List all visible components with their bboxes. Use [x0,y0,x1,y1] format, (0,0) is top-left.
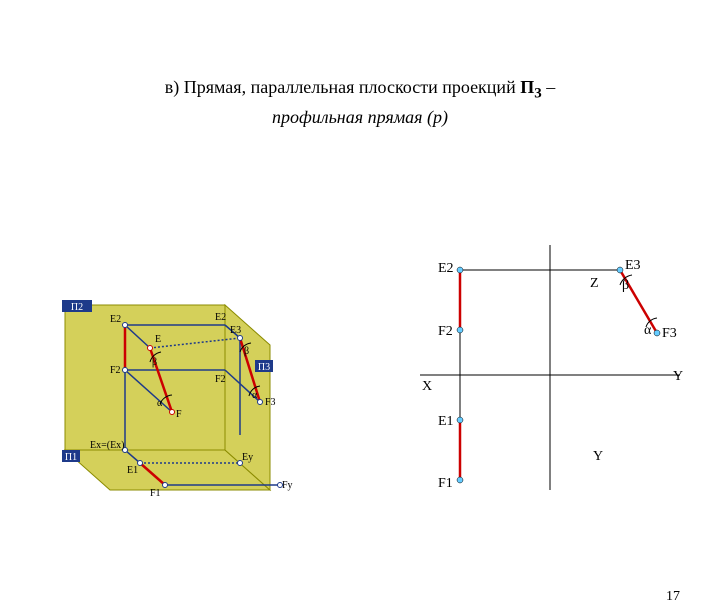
lbl2-F2: F2 [438,324,453,339]
lbl-F: F [176,409,182,420]
lbl-Fy: Fy [282,480,293,491]
page-number: 17 [666,589,680,605]
right-2d-diagram: E2 E3 F2 F3 E1 F1 X Y Z Y α β [395,245,695,505]
lbl-alpha1: α [157,398,163,409]
lbl-beta1: β [152,357,157,368]
lbl-Ex: Ex=(Ex) [90,440,125,451]
lbl-Ey: Ey [242,452,253,463]
lbl2-alpha: α [644,323,652,338]
lbl-F1: F1 [150,488,161,499]
lbl2-Z: Z [590,276,599,291]
lbl-E2: E2 [110,314,121,325]
lbl2-X: X [422,379,432,394]
title-suffix: – [542,77,556,97]
lbl-P1: П1 [65,452,77,463]
title-plane-sub: 3 [534,86,542,102]
lbl2-E1: E1 [438,414,454,429]
lbl-E3: E3 [230,325,241,336]
lbl2-Y: Y [673,369,683,384]
lbl-E: E [155,334,161,345]
lbl2-Y2: Y [593,449,603,464]
lbl2-F3: F3 [662,326,677,341]
lbl-alpha2: α [252,390,258,401]
plane-p2 [65,305,225,450]
lbl-F2b: F2 [215,374,226,385]
title-line2: профильная прямая (p) [272,107,448,127]
title-plane: П [520,77,534,97]
lbl2-E3: E3 [625,258,641,273]
lbl2-beta: β [622,278,629,293]
lbl2-E2: E2 [438,261,454,276]
lbl2-F1: F1 [438,476,453,491]
lbl-F2: F2 [110,365,121,376]
left-3d-diagram: П2 П1 П3 [55,290,355,520]
lbl-P3: П3 [258,362,270,373]
lbl-E1: E1 [127,465,138,476]
lbl-E3-top: E2 [215,312,226,323]
lbl-beta2: β [244,346,249,357]
lbl-F3: F3 [265,397,276,408]
title-prefix: в) Прямая, параллельная плоскости проекц… [165,77,520,97]
diagram-title: в) Прямая, параллельная плоскости проекц… [0,75,720,130]
lbl-P2: П2 [71,302,83,313]
